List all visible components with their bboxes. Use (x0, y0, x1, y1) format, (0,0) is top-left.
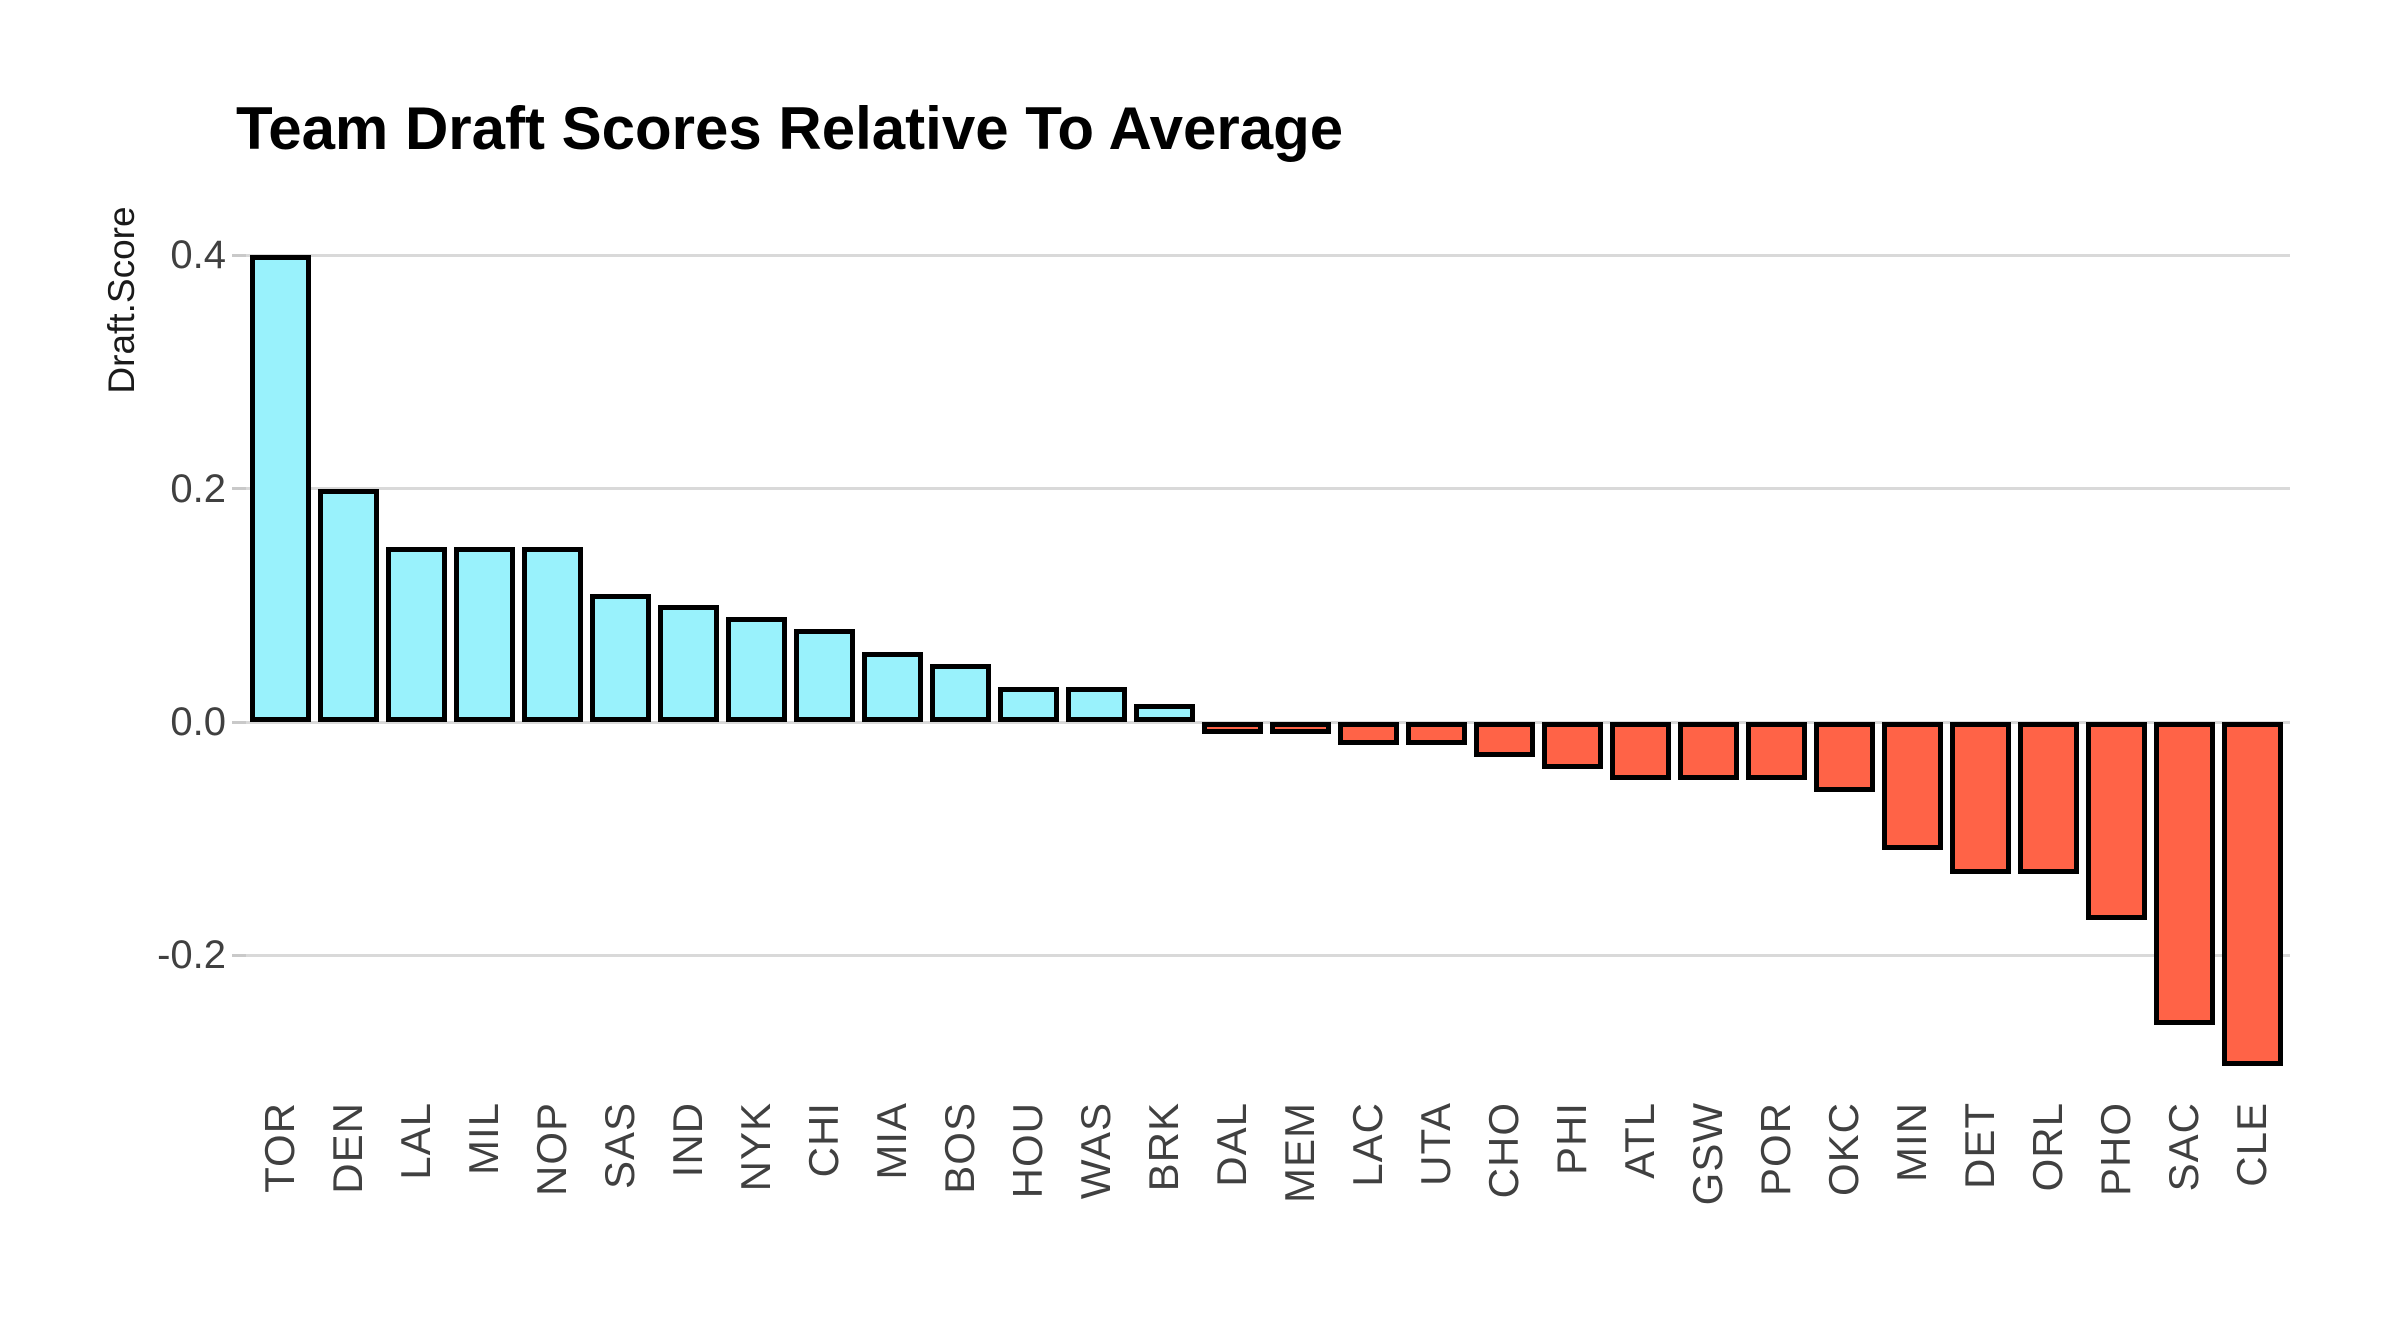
y-tick-label: 0.0 (170, 700, 226, 744)
x-tick-label-SAC: SAC (2160, 1102, 2207, 1192)
x-tick-label-CLE: CLE (2228, 1102, 2275, 1187)
x-tick-label-PHI: PHI (1548, 1102, 1595, 1176)
bar-MEM (1269, 722, 1331, 734)
bar-OKC (1813, 722, 1875, 793)
bar-NYK (725, 616, 787, 722)
bar-HOU (997, 686, 1059, 722)
x-tick-label-NYK: NYK (732, 1102, 779, 1192)
bar-GSW (1677, 722, 1739, 781)
bar-CHI (793, 628, 855, 722)
gridline (246, 720, 2290, 724)
x-tick-label-DAL: DAL (1208, 1102, 1255, 1187)
y-tick-label: 0.2 (170, 466, 226, 511)
x-tick-label-NOP: NOP (528, 1102, 575, 1197)
x-tick-label-GSW: GSW (1684, 1102, 1731, 1206)
bar-ATL (1609, 722, 1671, 781)
x-tick-label-LAL: LAL (392, 1102, 439, 1180)
bar-ORL (2017, 722, 2079, 874)
bar-LAL (385, 546, 447, 722)
bar-TOR (249, 255, 311, 722)
x-tick-label-MIN: MIN (1888, 1102, 1935, 1182)
y-axis-tick-mark (232, 253, 246, 257)
y-tick-label: 0.4 (170, 233, 226, 278)
x-tick-label-BRK: BRK (1140, 1102, 1187, 1192)
bar-CLE (2221, 722, 2283, 1067)
x-tick-label-WAS: WAS (1072, 1102, 1119, 1200)
gridline (246, 487, 2290, 491)
x-tick-label-DET: DET (1956, 1102, 2003, 1189)
bar-POR (1745, 722, 1807, 781)
bar-MIA (861, 651, 923, 722)
x-tick-label-UTA: UTA (1412, 1102, 1459, 1186)
bar-DAL (1201, 722, 1263, 734)
x-tick-label-LAC: LAC (1344, 1102, 1391, 1187)
y-axis-tick-mark (232, 953, 246, 957)
x-tick-label-CHI: CHI (800, 1102, 847, 1178)
x-tick-label-BOS: BOS (936, 1102, 983, 1194)
x-tick-label-OKC: OKC (1820, 1102, 1867, 1197)
x-tick-label-MIA: MIA (868, 1102, 915, 1180)
x-tick-label-MEM: MEM (1276, 1102, 1323, 1203)
gridline (246, 953, 2290, 957)
bar-PHI (1541, 722, 1603, 769)
y-axis-tick-mark (232, 720, 246, 724)
bar-WAS (1065, 686, 1127, 722)
x-tick-label-PHO: PHO (2092, 1102, 2139, 1197)
x-tick-label-ORL: ORL (2024, 1102, 2071, 1192)
bar-SAC (2153, 722, 2215, 1026)
bar-BOS (929, 663, 991, 722)
bar-DET (1949, 722, 2011, 874)
x-tick-label-DEN: DEN (324, 1102, 371, 1194)
bar-NOP (521, 546, 583, 722)
x-tick-label-POR: POR (1752, 1102, 1799, 1197)
bar-BRK (1133, 704, 1195, 722)
bar-MIN (1881, 722, 1943, 851)
x-tick-label-CHO: CHO (1480, 1102, 1527, 1199)
bar-PHO (2085, 722, 2147, 921)
bar-SAS (589, 593, 651, 722)
bar-LAC (1337, 722, 1399, 746)
chart-title: Team Draft Scores Relative To Average (236, 95, 1344, 162)
bar-MIL (453, 546, 515, 722)
x-tick-label-HOU: HOU (1004, 1102, 1051, 1199)
bar-CHO (1473, 722, 1535, 757)
bar-UTA (1405, 722, 1467, 746)
y-tick-label: -0.2 (157, 933, 226, 978)
x-tick-label-ATL: ATL (1616, 1102, 1663, 1179)
y-axis-tick-mark (232, 487, 246, 491)
bar-IND (657, 605, 719, 722)
x-tick-label-TOR: TOR (256, 1102, 303, 1193)
x-tick-label-MIL: MIL (460, 1102, 507, 1176)
x-tick-label-IND: IND (664, 1102, 711, 1178)
gridline (246, 253, 2290, 257)
x-tick-label-SAS: SAS (596, 1102, 643, 1190)
bar-DEN (317, 488, 379, 722)
